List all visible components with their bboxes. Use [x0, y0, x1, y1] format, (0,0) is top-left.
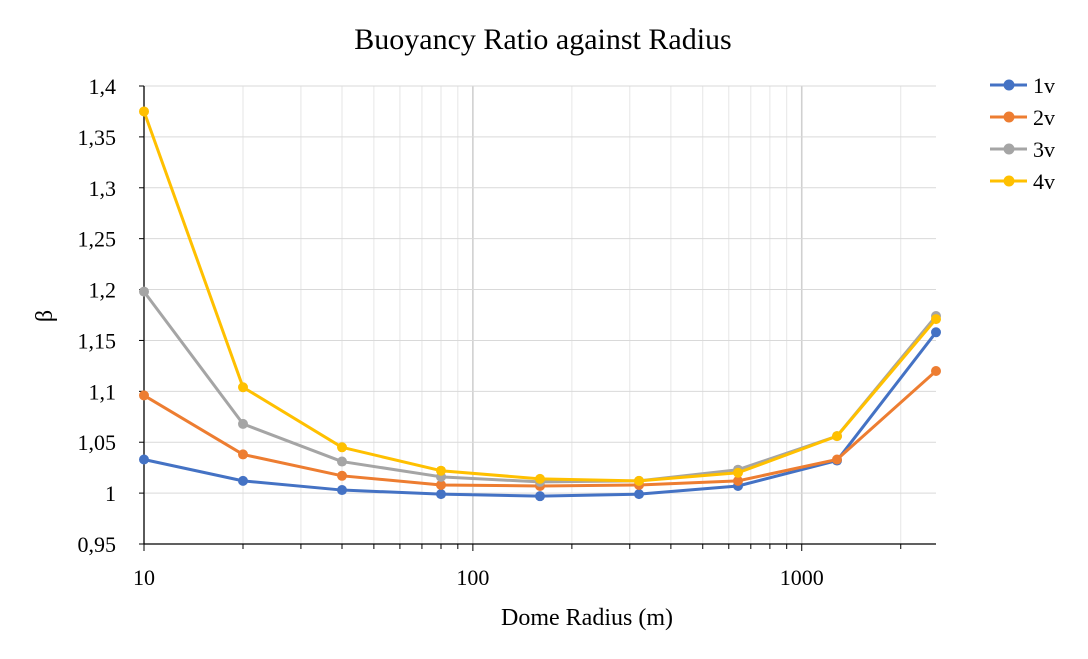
data-point-2v	[238, 449, 248, 460]
legend-item-1v: 1v	[990, 73, 1055, 98]
tick-labels: 0,95 1 1,05 1,1 1,15 1,2 1,25 1,3 1,35 1,4 10 100 10…	[78, 74, 824, 590]
series-line-1v	[142, 330, 938, 498]
axes	[139, 85, 936, 551]
grid	[143, 85, 936, 545]
data-point-2v	[337, 470, 347, 481]
data-point-3v	[337, 456, 347, 467]
y-tick-label: 1,15	[78, 328, 117, 353]
series-2v	[139, 365, 941, 491]
legend-swatch-marker	[1003, 143, 1015, 155]
series-line-4v	[142, 109, 938, 483]
legend-swatch-marker	[1003, 175, 1015, 187]
data-point-2v	[733, 475, 743, 486]
legend-label: 3v	[1033, 137, 1055, 162]
y-tick-label: 1,4	[89, 74, 117, 99]
data-point-4v	[733, 467, 743, 478]
series-1v	[139, 327, 941, 502]
chart-title: Buoyancy Ratio against Radius	[354, 23, 731, 56]
data-point-1v	[238, 475, 248, 486]
data-point-4v	[832, 431, 842, 442]
y-axis-label: β	[32, 310, 58, 322]
data-point-3v	[139, 286, 149, 297]
data-point-1v	[436, 489, 446, 500]
data-point-1v	[535, 491, 545, 502]
legend-label: 1v	[1033, 73, 1055, 98]
data-point-1v	[634, 489, 644, 500]
x-axis-label: Dome Radius (m)	[501, 605, 673, 631]
series-line-2v	[142, 369, 938, 488]
legend-swatch-marker	[1003, 111, 1015, 123]
data-point-2v	[931, 365, 941, 376]
data-point-4v	[931, 314, 941, 325]
data-point-4v	[337, 442, 347, 453]
legend-swatch-marker	[1003, 79, 1015, 91]
data-point-1v	[139, 454, 149, 465]
x-tick-label: 1000	[780, 565, 824, 590]
data-point-2v	[139, 390, 149, 401]
data-point-4v	[139, 106, 149, 117]
legend: 1v 2v 3v 4v	[990, 73, 1055, 194]
legend-label: 4v	[1033, 169, 1055, 194]
series-line-3v	[142, 290, 938, 484]
legend-label: 2v	[1033, 105, 1055, 130]
x-tick-label: 10	[133, 565, 155, 590]
data-point-1v	[337, 485, 347, 496]
series-group	[139, 106, 941, 502]
data-point-4v	[535, 473, 545, 484]
data-point-4v	[238, 382, 248, 393]
data-point-4v	[634, 475, 644, 486]
y-tick-label: 0,95	[78, 532, 117, 557]
y-tick-label: 1,1	[89, 379, 117, 404]
legend-item-4v: 4v	[990, 169, 1055, 194]
data-point-1v	[931, 327, 941, 338]
y-tick-label: 1,3	[89, 176, 117, 201]
y-tick-label: 1,25	[78, 227, 117, 252]
data-point-4v	[436, 465, 446, 476]
y-tick-label: 1,35	[78, 125, 117, 150]
data-point-3v	[238, 418, 248, 429]
data-point-2v	[832, 454, 842, 465]
legend-item-2v: 2v	[990, 105, 1055, 130]
series-4v	[139, 106, 941, 486]
y-tick-label: 1,05	[78, 430, 117, 455]
y-tick-label: 1	[105, 481, 116, 506]
legend-item-3v: 3v	[990, 137, 1055, 162]
y-tick-label: 1,2	[89, 278, 117, 303]
data-point-2v	[436, 479, 446, 490]
x-tick-label: 100	[456, 565, 489, 590]
